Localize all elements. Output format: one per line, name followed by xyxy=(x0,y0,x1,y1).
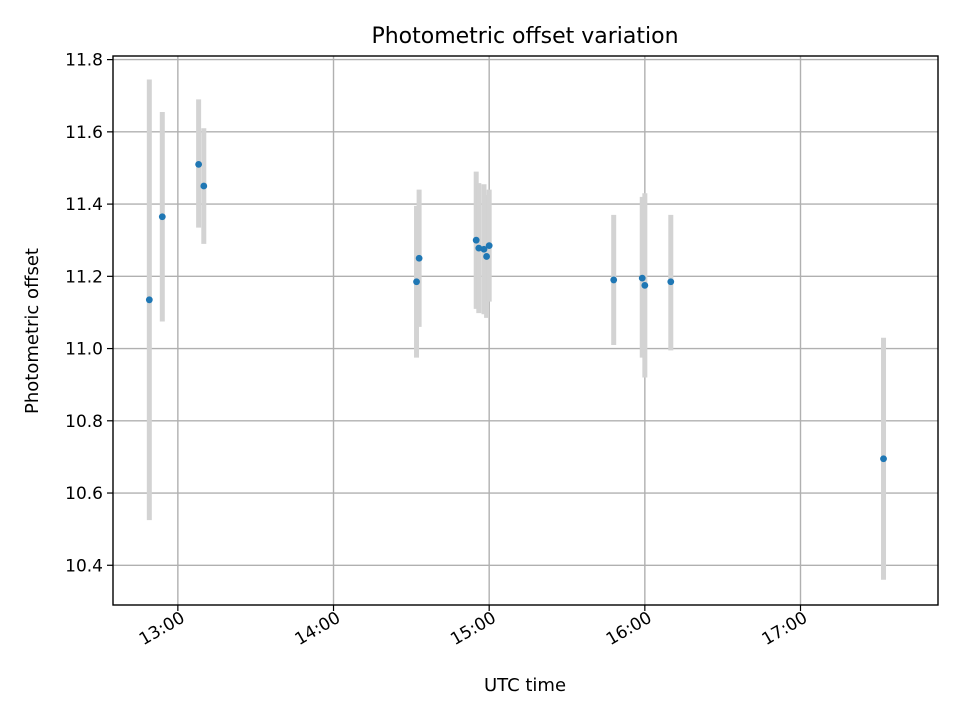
x-tick-label: 16:00 xyxy=(603,608,655,650)
data-point xyxy=(667,278,675,286)
y-axis-label: Photometric offset xyxy=(22,248,43,414)
y-tick-label: 11.8 xyxy=(65,51,103,71)
plot-frame xyxy=(112,55,939,606)
data-point xyxy=(413,278,420,286)
errorbar-layer xyxy=(146,79,887,580)
chart-title: Photometric offset variation xyxy=(371,24,678,49)
y-tick-label: 10.4 xyxy=(65,556,103,576)
data-point xyxy=(195,160,203,168)
data-point xyxy=(641,281,649,289)
x-tick-label: 14:00 xyxy=(292,608,344,650)
y-tick-label: 10.8 xyxy=(65,412,103,432)
data-point xyxy=(880,455,887,463)
x-tick-label: 17:00 xyxy=(759,608,811,650)
point-layer xyxy=(145,160,887,463)
data-point xyxy=(200,182,208,190)
x-axis-label: UTC time xyxy=(484,675,566,696)
y-tick-label: 11.2 xyxy=(65,267,103,287)
x-tick-label: 13:00 xyxy=(136,608,188,650)
y-tick-label: 10.6 xyxy=(65,484,103,504)
data-point xyxy=(472,236,480,244)
grid-layer xyxy=(113,56,938,605)
data-point xyxy=(145,296,153,304)
tick-layer: 13:00 14:00 15:00 16:00 17:00 10.4 10.6 10.8 11.… xyxy=(65,51,811,650)
x-tick-label: 15:00 xyxy=(447,608,499,650)
data-point xyxy=(415,254,423,262)
data-point xyxy=(485,242,493,250)
y-tick-label: 11.0 xyxy=(65,340,103,360)
data-point xyxy=(475,244,483,252)
data-point xyxy=(483,253,490,260)
data-point xyxy=(638,274,646,282)
data-point xyxy=(610,276,618,284)
data-point xyxy=(158,213,166,221)
data-point xyxy=(480,245,488,253)
y-tick-label: 11.4 xyxy=(65,195,103,215)
y-tick-label: 11.6 xyxy=(65,123,103,143)
